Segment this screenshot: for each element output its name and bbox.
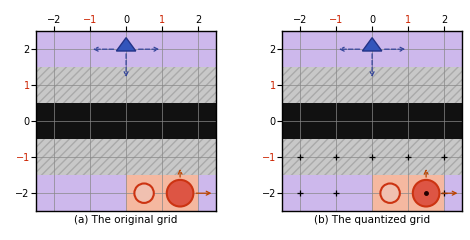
Bar [36,67,216,103]
Bar [282,139,462,175]
Circle shape [167,180,194,206]
Bar [36,103,216,139]
Bar [282,139,462,175]
Bar [36,139,216,175]
Bar [162,175,198,211]
Bar [408,175,444,211]
Bar [282,103,462,139]
Polygon shape [117,38,136,51]
Circle shape [134,183,154,203]
Polygon shape [362,38,382,51]
Bar [36,67,216,103]
Bar [372,175,408,211]
Bar [36,139,216,175]
Bar [126,175,162,211]
Circle shape [413,180,439,206]
X-axis label: (b) The quantized grid: (b) The quantized grid [314,215,430,225]
Circle shape [380,183,400,203]
Bar [282,67,462,103]
X-axis label: (a) The original grid: (a) The original grid [74,215,178,225]
Bar [282,67,462,103]
